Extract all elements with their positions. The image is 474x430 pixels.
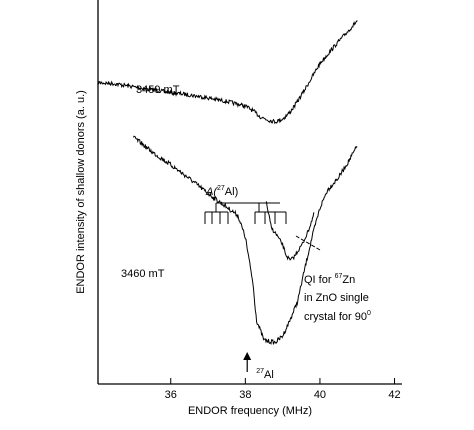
x-ticks: 36 38 40 42	[165, 378, 401, 401]
series-line-2	[132, 135, 358, 346]
arrow-element: Al	[264, 369, 274, 381]
x-tick-label-38: 38	[239, 389, 251, 401]
qi-mass: 67	[335, 273, 343, 280]
qi-pre: QI for	[304, 274, 335, 286]
qi-pointer-line	[295, 235, 321, 251]
qi-line3-pre: crystal for 90	[304, 311, 367, 323]
hyperfine-prefix: A(	[205, 186, 218, 198]
arrow-head	[243, 352, 252, 360]
al-arrow	[243, 352, 252, 372]
qi-annotation-line-3: crystal for 900	[304, 310, 371, 323]
x-axis-label: ENDOR frequency (MHz)	[188, 405, 312, 417]
x-tick-label-42: 42	[388, 389, 400, 401]
series-label-3460: 3460 mT	[121, 268, 165, 280]
axes	[97, 0, 402, 385]
qi-post: Zn	[342, 274, 355, 286]
arrow-label: 27Al	[256, 368, 274, 381]
qi-annotation-line-1: QI for 67Zn	[304, 273, 355, 286]
qi-annotation-line-2: in ZnO single	[304, 292, 369, 304]
hyperfine-label: A(27Al)	[205, 185, 238, 198]
series-line-1	[97, 20, 358, 125]
series-group	[97, 20, 358, 346]
hyperfine-stick-diagram	[204, 202, 287, 224]
x-tick-label-40: 40	[314, 389, 326, 401]
qi-line3-sup: 0	[367, 310, 371, 317]
hyperfine-mass: 27	[217, 185, 225, 192]
series-line-3	[265, 201, 315, 261]
x-tick-label-36: 36	[165, 389, 177, 401]
arrow-mass: 27	[256, 368, 264, 375]
y-axis-label: ENDOR intensity of shallow donors (a. u.…	[75, 90, 87, 294]
series-label-3459: 3459 mT	[136, 84, 180, 96]
hyperfine-element: Al)	[225, 186, 238, 198]
